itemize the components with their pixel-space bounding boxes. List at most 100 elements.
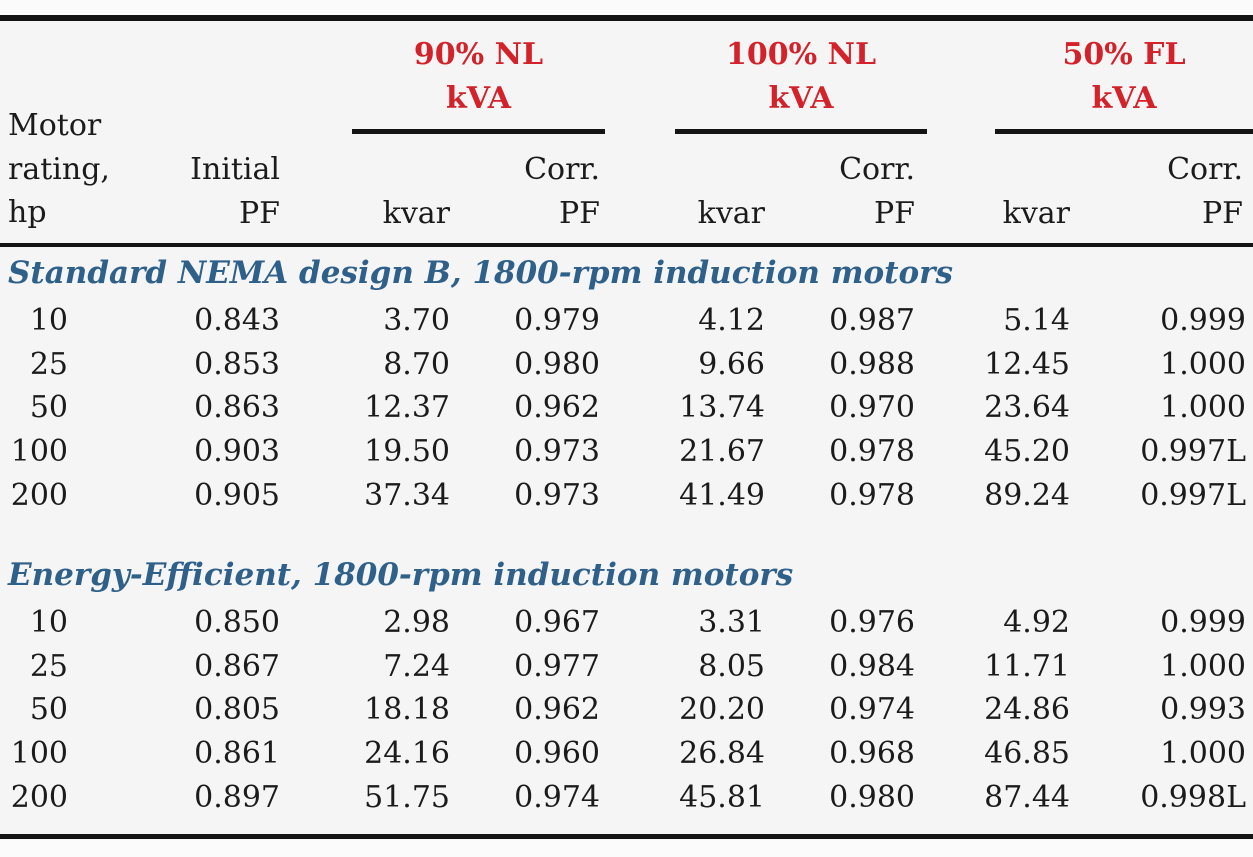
table-row: 50 0.805 18.18 0.962 20.20 0.974 24.86 0.993	[0, 688, 1253, 732]
table-cell: 12.37	[364, 390, 450, 426]
table-cell: 45.20	[984, 434, 1070, 470]
table-bottom-rule	[0, 834, 1253, 839]
table-cell: 23.64	[984, 390, 1070, 426]
table-cell: 0.978	[829, 434, 915, 470]
table-row: 200 0.897 51.75 0.974 45.81 0.980 87.44 0.998L	[0, 775, 1253, 819]
column-header-corr-pf-90nl: Corr. PF	[460, 148, 600, 235]
table-cell: 3.70	[383, 303, 450, 339]
table-cell: 10	[29, 605, 68, 641]
table-cell: 19.50	[364, 434, 450, 470]
table-cell: 0.997L	[1140, 434, 1246, 470]
table-cell: 50	[29, 390, 68, 426]
table-cell: 0.805	[194, 692, 280, 728]
table-cell: 0.905	[194, 477, 280, 513]
table-cell: 0.962	[514, 390, 600, 426]
column-header-line: PF	[1201, 195, 1243, 231]
table-cell: 0.962	[514, 692, 600, 728]
table-cell: 0.973	[514, 477, 600, 513]
table-cell: 0.843	[194, 303, 280, 339]
table-cell: 0.968	[829, 736, 915, 772]
table-cell: 8.70	[383, 346, 450, 382]
column-header-corr-pf-100nl: Corr. PF	[775, 148, 915, 235]
column-header-line: rating,	[8, 151, 110, 187]
table-cell: 18.18	[364, 692, 450, 728]
table-cell: 200	[10, 477, 68, 513]
column-header-line: kvar	[697, 196, 765, 231]
table-cell: 12.45	[984, 346, 1070, 382]
table-cell: 200	[10, 779, 68, 815]
table-cell: 0.999	[1160, 303, 1246, 339]
table-cell: 21.67	[679, 434, 765, 470]
group-header-50fl: 50% FL kVA	[995, 33, 1253, 121]
table-cell: 26.84	[679, 736, 765, 772]
table-row: 200 0.905 37.34 0.973 41.49 0.978 89.24 0.997L	[0, 473, 1253, 517]
column-header-line: Initial	[190, 152, 280, 187]
table-cell: 0.861	[194, 736, 280, 772]
table-cell: 100	[10, 434, 68, 470]
group-rule-90nl	[352, 129, 605, 134]
table-row: 25 0.867 7.24 0.977 8.05 0.984 11.71 1.000	[0, 645, 1253, 689]
table-cell: 0.850	[194, 605, 280, 641]
header-separator-rule	[0, 243, 1253, 247]
group-header-line: kVA	[768, 81, 834, 116]
table-cell: 25	[29, 346, 68, 382]
column-header-line: PF	[873, 195, 915, 231]
section-standard-nema: Standard NEMA design B, 1800-rpm inducti…	[0, 253, 1253, 517]
column-header-line: hp	[8, 195, 47, 230]
table-cell: 13.74	[679, 390, 765, 426]
table-cell: 0.960	[514, 736, 600, 772]
table-row: 100 0.861 24.16 0.960 26.84 0.968 46.85 1.000	[0, 732, 1253, 776]
column-header-line: Motor	[8, 108, 102, 143]
table-row: 10 0.843 3.70 0.979 4.12 0.987 5.14 0.999	[0, 299, 1253, 343]
table-cell: 0.976	[829, 605, 915, 641]
table-cell: 2.98	[383, 605, 450, 641]
table-cell: 0.978	[829, 477, 915, 513]
column-header-initial-pf: Initial PF	[120, 148, 280, 235]
table-cell: 11.71	[984, 648, 1070, 684]
section-energy-efficient: Energy-Efficient, 1800-rpm induction mot…	[0, 555, 1253, 819]
table-cell: 41.49	[679, 477, 765, 513]
table-cell: 0.999	[1160, 605, 1246, 641]
page-margin-bottom	[0, 840, 1253, 857]
group-rule-100nl	[675, 129, 927, 134]
column-header-kvar-50fl: kvar	[930, 192, 1070, 236]
table-cell: 0.853	[194, 346, 280, 382]
column-header-kvar-90nl: kvar	[300, 192, 450, 236]
table-cell: 0.997L	[1140, 477, 1246, 513]
table-cell: 3.31	[698, 605, 765, 641]
group-rule-50fl	[995, 129, 1253, 134]
column-header-motor-rating: Motor rating, hp	[8, 104, 110, 235]
column-header-line: PF	[238, 195, 280, 231]
table-cell: 0.970	[829, 390, 915, 426]
column-header-line: Corr.	[1167, 152, 1243, 187]
table-cell: 5.14	[1003, 303, 1070, 339]
group-header-line: 50% FL	[1062, 37, 1186, 72]
group-header-line: kVA	[445, 81, 511, 116]
table-cell: 24.16	[364, 736, 450, 772]
table-cell: 0.979	[514, 303, 600, 339]
table-cell: 10	[29, 303, 68, 339]
section-title: Energy-Efficient, 1800-rpm induction mot…	[8, 557, 794, 593]
table-cell: 0.984	[829, 648, 915, 684]
table-cell: 0.974	[829, 692, 915, 728]
column-header-line: kvar	[1002, 196, 1070, 231]
group-header-100nl: 100% NL kVA	[675, 33, 927, 121]
table-cell: 46.85	[984, 736, 1070, 772]
table-cell: 0.998L	[1140, 779, 1246, 815]
table-cell: 0.897	[194, 779, 280, 815]
table-cell: 0.987	[829, 303, 915, 339]
group-header-90nl: 90% NL kVA	[352, 33, 605, 121]
table-cell: 0.980	[514, 346, 600, 382]
table-top-rule	[0, 15, 1253, 21]
column-header-line: Corr.	[524, 152, 600, 187]
column-header-line: PF	[558, 195, 600, 231]
table-cell: 7.24	[383, 648, 450, 684]
table-cell: 0.980	[829, 779, 915, 815]
table-cell: 1.000	[1160, 390, 1246, 426]
table-row: 100 0.903 19.50 0.973 21.67 0.978 45.20 0.997L	[0, 430, 1253, 474]
table-cell: 9.66	[698, 346, 765, 382]
table-cell: 0.977	[514, 648, 600, 684]
group-header-line: 90% NL	[413, 37, 544, 72]
table-cell: 37.34	[364, 477, 450, 513]
